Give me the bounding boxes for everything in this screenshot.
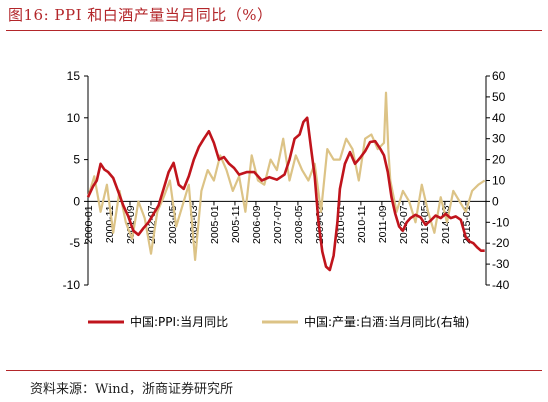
legend-label-baijiu: 中国:产量:白酒:当月同比(右轴) xyxy=(304,314,470,329)
ppi-line xyxy=(86,116,485,272)
title-rule xyxy=(6,30,542,31)
x-tick-label: 2005-11 xyxy=(230,205,242,243)
right-tick-label: 60 xyxy=(492,69,506,83)
right-tick-label: 20 xyxy=(492,153,506,167)
right-tick-label: -10 xyxy=(492,215,510,229)
right-tick-label: 0 xyxy=(492,194,499,208)
x-tick-label: 2005-01 xyxy=(209,205,221,244)
x-tick-label: 2007-07 xyxy=(272,205,284,244)
left-tick-label: 15 xyxy=(67,69,81,83)
right-tick-label: 30 xyxy=(492,132,506,146)
left-tick-label: -5 xyxy=(69,236,80,250)
chart-legend: 中国:PPI:当月同比 中国:产量:白酒:当月同比(右轴) xyxy=(88,314,470,329)
chart-axes: 151050-5-106050403020100-10-20-30-402000… xyxy=(63,69,510,292)
right-tick-label: 10 xyxy=(492,174,506,188)
x-tick-label: 2000-01 xyxy=(83,205,95,244)
x-tick-label: 2010-11 xyxy=(356,205,368,243)
chart-lines xyxy=(86,91,486,272)
right-tick-label: -20 xyxy=(492,236,510,250)
x-tick-label: 2008-05 xyxy=(293,205,305,244)
footer-rule xyxy=(6,370,542,371)
right-tick-label: 50 xyxy=(492,90,506,104)
figure-title: 图16: PPI 和白酒产量当月同比（%） xyxy=(8,6,273,24)
left-tick-label: 10 xyxy=(67,111,81,125)
right-tick-label: 40 xyxy=(492,111,506,125)
left-tick-label: 0 xyxy=(73,194,80,208)
x-tick-label: 2006-09 xyxy=(251,205,263,244)
x-tick-label: 2003-05 xyxy=(167,205,179,244)
x-tick-label: 2011-09 xyxy=(377,205,389,243)
source-note: 资料来源：Wind，浙商证券研究所 xyxy=(30,382,233,397)
right-tick-label: -40 xyxy=(492,278,510,292)
x-tick-label: 2012-07 xyxy=(398,205,410,244)
left-tick-label: 5 xyxy=(73,153,80,167)
legend-label-ppi: 中国:PPI:当月同比 xyxy=(130,314,228,329)
right-tick-label: -30 xyxy=(492,257,510,271)
left-tick-label: -10 xyxy=(63,278,81,292)
line-chart: 151050-5-106050403020100-10-20-30-402000… xyxy=(63,69,510,329)
